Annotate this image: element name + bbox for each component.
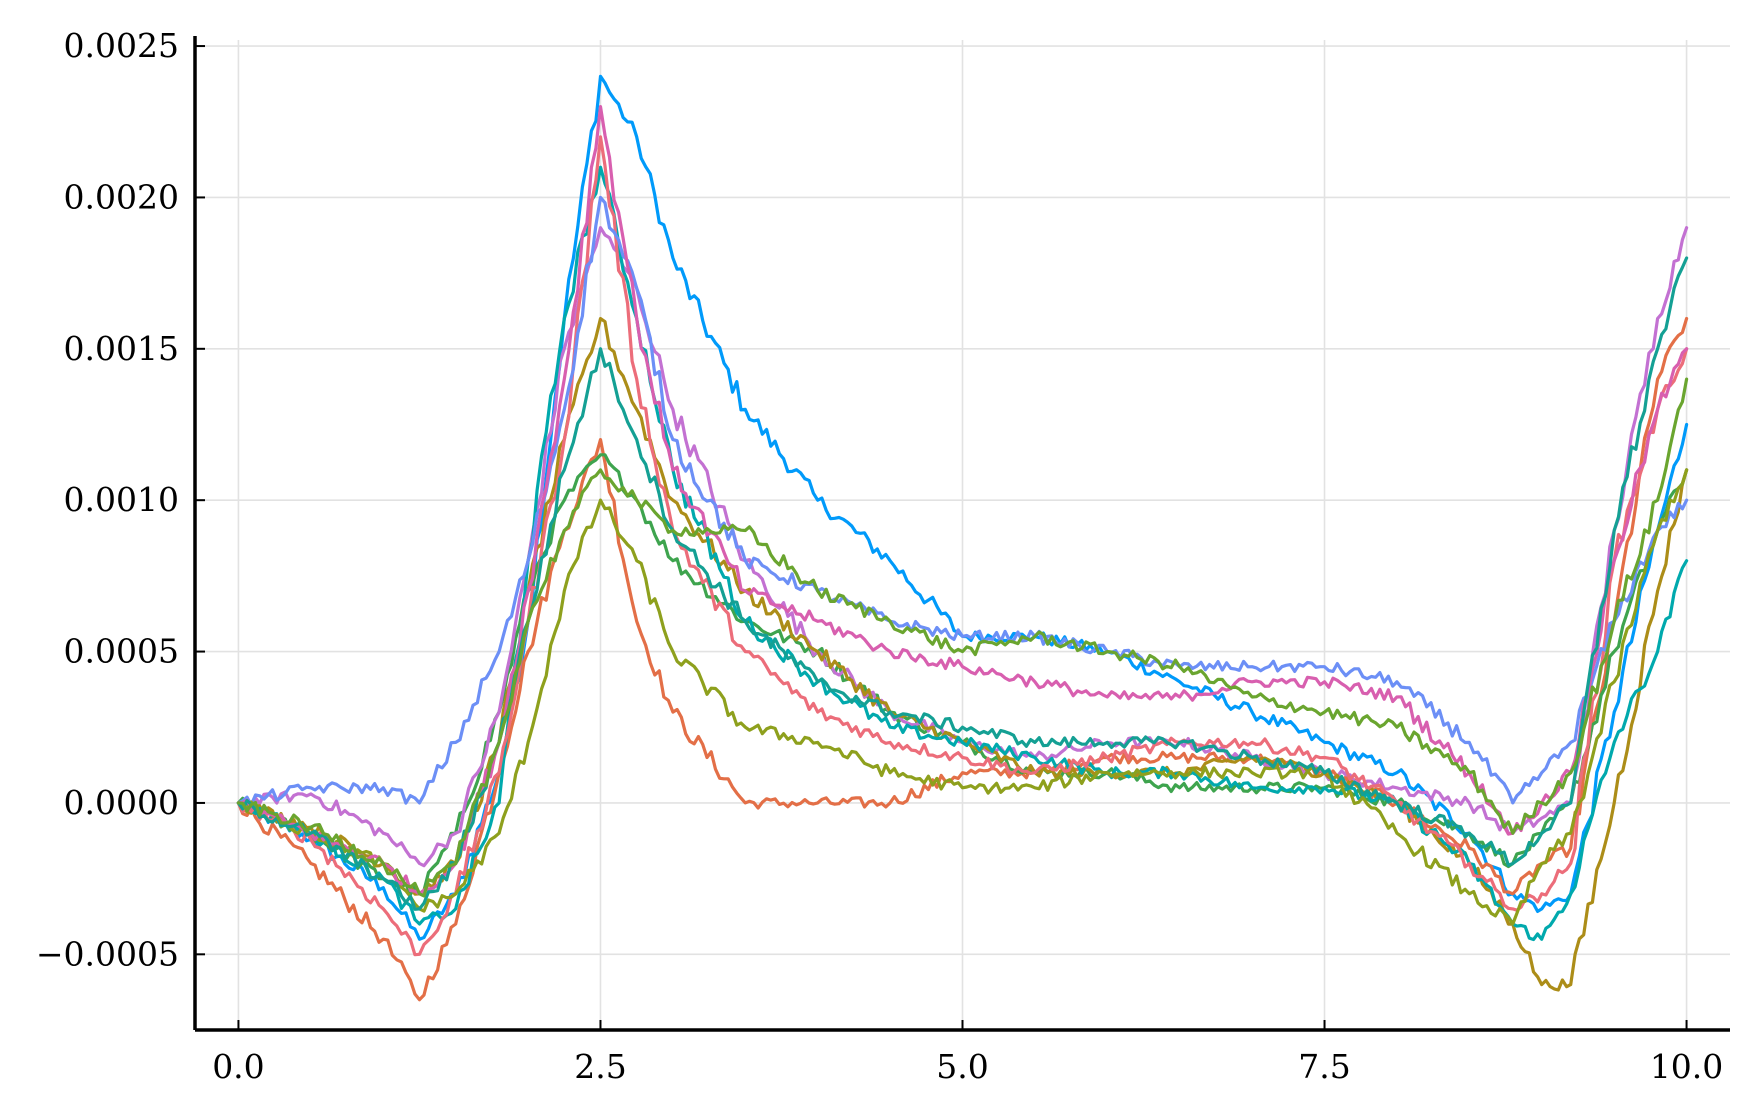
x-tick-label: 5.0 bbox=[936, 1047, 988, 1086]
axes bbox=[193, 36, 1730, 1032]
series-line bbox=[236, 377, 1689, 898]
y-tick-label: 0.0020 bbox=[64, 177, 179, 216]
tick-labels: 0.0 2.5 5.0 7.5 10.0 −0.0005 0.0000 0.0005 0.001… bbox=[36, 26, 1723, 1086]
series-line bbox=[236, 135, 1689, 957]
x-tick-label: 7.5 bbox=[1298, 1047, 1350, 1086]
series-line bbox=[236, 256, 1689, 911]
x-tick-label: 0.0 bbox=[212, 1047, 264, 1086]
series-line bbox=[236, 468, 1689, 926]
grid-lines bbox=[195, 40, 1730, 1030]
y-tick-label: 0.0010 bbox=[64, 480, 179, 519]
y-tick-label: 0.0015 bbox=[64, 329, 179, 368]
series-lines bbox=[236, 74, 1689, 1002]
series-line bbox=[236, 165, 1689, 942]
y-tick-label: 0.0000 bbox=[64, 783, 179, 822]
y-tick-label: 0.0005 bbox=[64, 632, 179, 671]
x-tick-label: 2.5 bbox=[574, 1047, 626, 1086]
y-tick-label: −0.0005 bbox=[36, 934, 179, 973]
x-tick-label: 10.0 bbox=[1650, 1047, 1723, 1086]
series-line bbox=[236, 195, 1689, 807]
y-tick-label: 0.0025 bbox=[64, 26, 179, 65]
